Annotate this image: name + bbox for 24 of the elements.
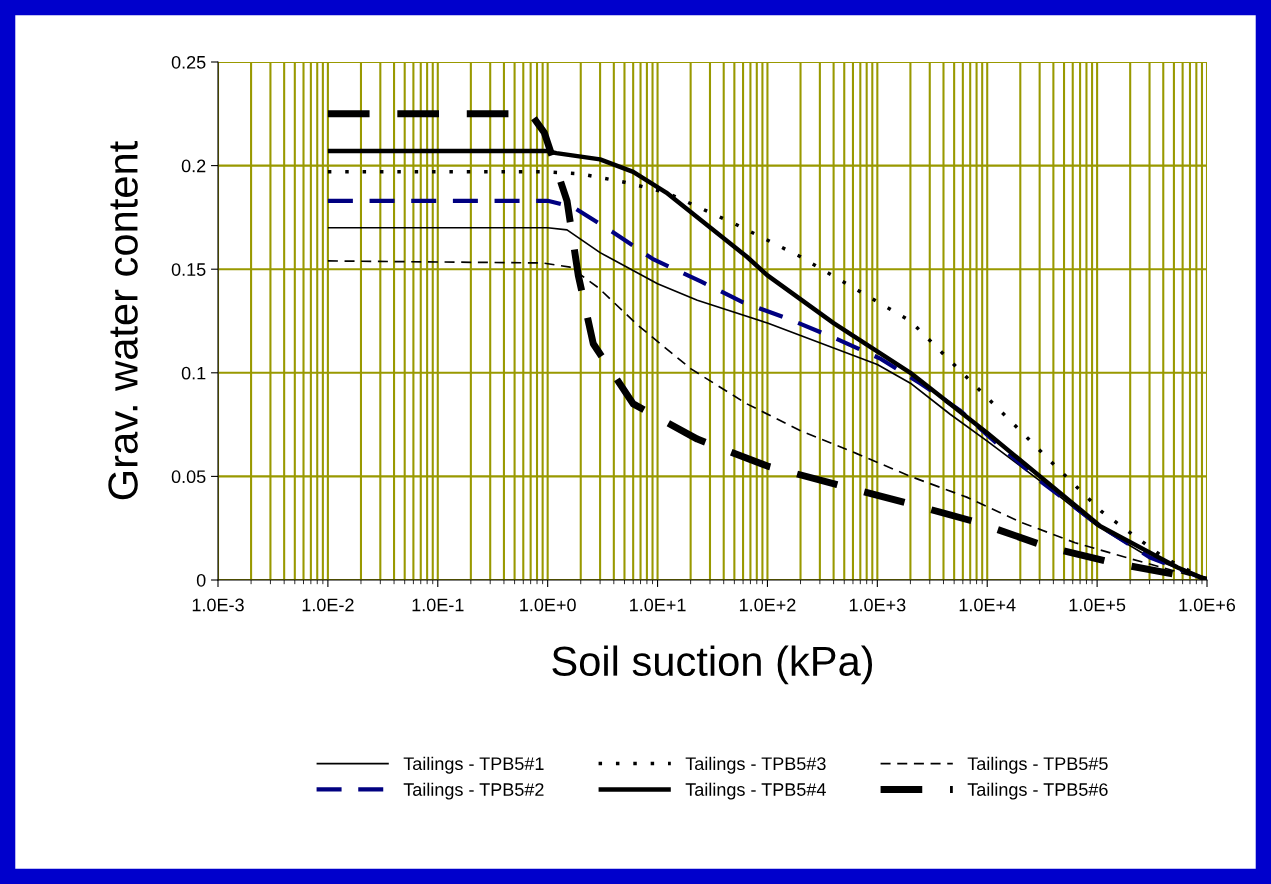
- legend-label: Tailings - TPB5#6: [967, 782, 1108, 800]
- x-tick-label: 1.0E+0: [520, 598, 576, 612]
- y-tick-label: 0.1: [181, 366, 206, 380]
- legend-label: Tailings - TPB5#3: [685, 756, 826, 774]
- x-tick-label: 1.0E+1: [630, 598, 686, 612]
- legend-label: Tailings - TPB5#1: [403, 756, 544, 774]
- x-tick-label: 1.0E+4: [959, 598, 1016, 612]
- y-tick-label: 0.25: [171, 55, 206, 69]
- y-tick-label: 0: [196, 573, 206, 587]
- y-tick-label: 0.15: [171, 263, 206, 276]
- x-tick-label: 1.0E-3: [192, 598, 244, 612]
- legend-label: Tailings - TPB5#4: [685, 782, 826, 800]
- y-tick-label: 0.05: [171, 470, 206, 484]
- x-tick-label: 1.0E-1: [412, 598, 464, 612]
- x-tick-label: 1.0E+6: [1179, 598, 1236, 612]
- x-axis-title: Soil suction (kPa): [552, 645, 873, 685]
- x-tick-label: 1.0E+3: [849, 598, 906, 612]
- legend-label: Tailings - TPB5#2: [403, 782, 544, 800]
- legend-label: Tailings - TPB5#5: [967, 756, 1108, 774]
- y-axis-title: Grav. water content: [108, 141, 138, 500]
- x-tick-label: 1.0E+2: [739, 598, 796, 612]
- y-tick-label: 0.2: [181, 159, 206, 173]
- x-tick-label: 1.0E+5: [1069, 598, 1126, 612]
- x-tick-label: 1.0E-2: [302, 598, 354, 612]
